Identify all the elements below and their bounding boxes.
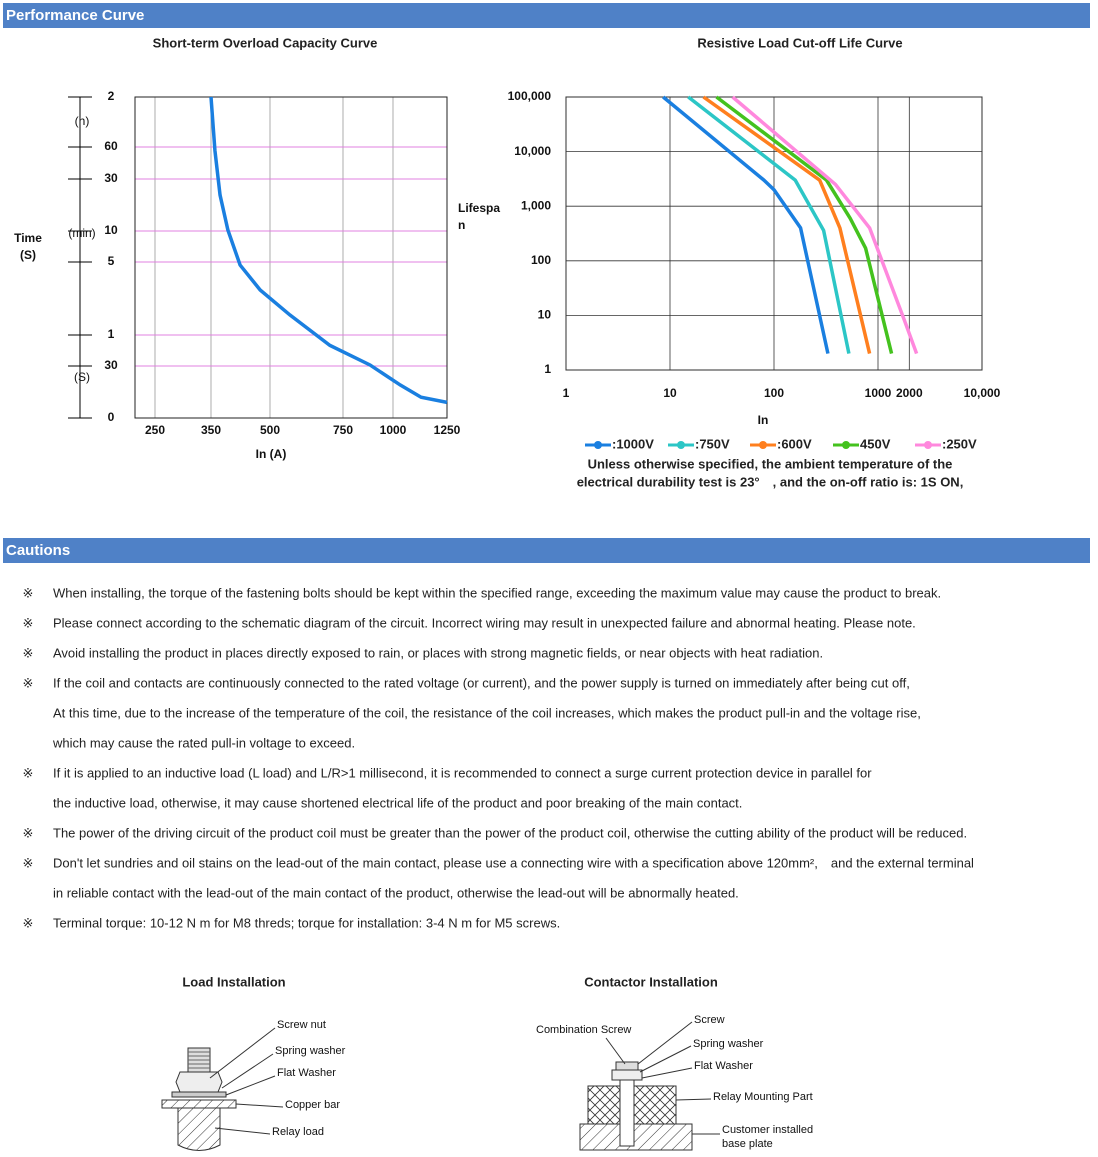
x-tick-label: 750 (333, 423, 353, 437)
diagram-label: Spring washer (693, 1038, 764, 1050)
diagram-label: Screw (694, 1014, 725, 1026)
note: electrical durability test is 23° , and … (577, 474, 964, 489)
x-tick-label: 1 (563, 386, 570, 400)
legend-label: :1000V (612, 436, 654, 451)
bullet: ※ (23, 765, 34, 780)
section-title: Cautions (6, 542, 70, 559)
chart-title: Resistive Load Cut-off Life Curve (697, 35, 902, 50)
y-tick-label: 30 (104, 171, 118, 185)
legend-marker (842, 441, 850, 449)
section-title: Performance Curve (6, 7, 144, 24)
note: Unless otherwise specified, the ambient … (588, 456, 953, 471)
caution-text: If the coil and contacts are continuousl… (53, 675, 910, 690)
diagram-label: base plate (722, 1138, 773, 1150)
diagram-label: Spring washer (275, 1045, 346, 1057)
series-line (731, 95, 919, 355)
bullet: ※ (23, 645, 34, 660)
caution-text: When installing, the torque of the faste… (53, 585, 941, 600)
y-tick-label: 100 (531, 253, 551, 267)
bullet: ※ (23, 915, 34, 930)
diagram-label: Relay load (272, 1126, 324, 1138)
series-line (687, 95, 851, 354)
y-axis-label-box: Lifespan (458, 201, 501, 232)
y-tick-label: 10,000 (514, 144, 551, 158)
x-tick-label: 350 (201, 423, 221, 437)
unit-label: (S) (74, 370, 90, 384)
x-tick-label: 1250 (434, 423, 461, 437)
bullet: ※ (23, 585, 34, 600)
caution-text: which may cause the rated pull-in voltag… (52, 735, 355, 750)
contactor-installation-drawing (579, 1021, 720, 1151)
y-tick-label: 60 (104, 139, 118, 153)
x-tick-label: 1000 (380, 423, 407, 437)
legend-label: 450V (860, 436, 891, 451)
bullet: ※ (23, 675, 34, 690)
x-tick-label: 1000 (865, 386, 892, 400)
y-tick-label: 5 (108, 254, 115, 268)
curve (209, 96, 448, 405)
diagram-title: Load Installation (182, 974, 285, 989)
diagram-label: Copper bar (285, 1099, 340, 1111)
y-tick-label: 100,000 (508, 89, 552, 103)
diagram-label: Combination Screw (536, 1024, 631, 1036)
diagram-label: Relay Mounting Part (713, 1091, 813, 1103)
diagram-label: Screw nut (277, 1019, 326, 1031)
plot-frame (134, 96, 448, 419)
legend-marker (594, 441, 602, 449)
y-tick-label: 30 (104, 358, 118, 372)
series-line (715, 95, 894, 354)
legend-marker (759, 441, 767, 449)
x-tick-label: 10 (663, 386, 677, 400)
diagram-title: Contactor Installation (584, 974, 718, 989)
load-installation-drawing (161, 1027, 284, 1151)
y-tick-label: 10 (538, 308, 552, 322)
caution-text: The power of the driving circuit of the … (53, 825, 967, 840)
x-tick-label: 2000 (896, 386, 923, 400)
caution-text: At this time, due to the increase of the… (53, 705, 921, 720)
caution-text: Please connect according to the schemati… (53, 615, 916, 630)
y-tick-label: 2 (108, 89, 115, 103)
series-line (662, 95, 830, 354)
y-axis-label: Time (14, 231, 42, 245)
section-bar (3, 3, 1090, 28)
legend-label: :750V (695, 436, 730, 451)
legend-label: :600V (777, 436, 812, 451)
y-tick-label: 1 (108, 327, 115, 341)
y-tick-label: 10 (104, 223, 118, 237)
caution-text: Don't let sundries and oil stains on the… (53, 855, 974, 870)
series-line (702, 95, 872, 354)
unit-label: (h) (75, 114, 90, 128)
caution-text: in reliable contact with the lead-out of… (53, 885, 739, 900)
legend-marker (924, 441, 932, 449)
diagram-label: Flat Washer (694, 1060, 753, 1072)
x-tick-label: 250 (145, 423, 165, 437)
bullet: ※ (23, 825, 34, 840)
bullet: ※ (23, 615, 34, 630)
bullet: ※ (23, 855, 34, 870)
y-tick-label: 1 (544, 362, 551, 376)
caution-text: Terminal torque: 10-12 N m for M8 threds… (53, 915, 560, 930)
x-tick-label: 10,000 (964, 386, 1001, 400)
legend-marker (677, 441, 685, 449)
x-tick-label: 500 (260, 423, 280, 437)
y-tick-label: 1,000 (521, 198, 551, 212)
section-bar (3, 538, 1090, 563)
diagram-label: Customer installed (722, 1124, 813, 1136)
x-axis-label: In (758, 413, 769, 427)
y-axis-label: (S) (20, 248, 36, 262)
chart-title: Short-term Overload Capacity Curve (153, 35, 378, 50)
diagram-label: Flat Washer (277, 1067, 336, 1079)
y-axis-label: Lifespan (458, 201, 501, 232)
caution-text: If it is applied to an inductive load (L… (53, 765, 872, 780)
legend-label: :250V (942, 436, 977, 451)
unit-label: (min) (68, 226, 95, 240)
x-axis-label: In (A) (256, 447, 287, 461)
x-tick-label: 100 (764, 386, 784, 400)
y-tick-label: 0 (108, 410, 115, 424)
caution-text: Avoid installing the product in places d… (53, 645, 823, 660)
caution-text: the inductive load, otherwise, it may ca… (53, 795, 742, 810)
